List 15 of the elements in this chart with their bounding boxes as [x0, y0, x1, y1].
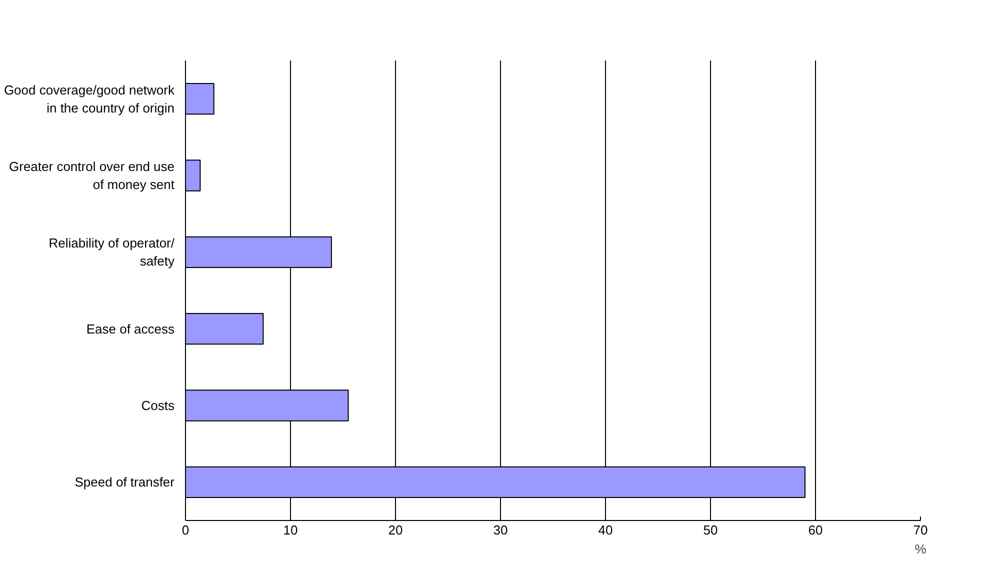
x-tick-label: 50 [703, 522, 718, 538]
x-tick-label: 70 [913, 522, 928, 538]
x-tick-label: 60 [808, 522, 823, 538]
y-tick-label: Good coverage/good network in the country of origin [4, 82, 175, 116]
x-tick-label: 30 [493, 522, 508, 538]
y-tick-label: Speed of transfer [74, 474, 176, 490]
x-tick-label: 20 [388, 522, 403, 538]
x-tick-label: 0 [182, 522, 190, 538]
x-tick-label: 10 [283, 522, 298, 538]
x-tick-label: 40 [598, 522, 613, 538]
y-tick-label: Ease of access [86, 321, 175, 336]
y-tick-label: Reliability of operator/ safety [48, 236, 175, 269]
y-tick-label: Greater control over end use of money sent [9, 159, 175, 192]
y-tick-label: Costs [141, 398, 175, 413]
x-axis-title: % [914, 542, 927, 556]
